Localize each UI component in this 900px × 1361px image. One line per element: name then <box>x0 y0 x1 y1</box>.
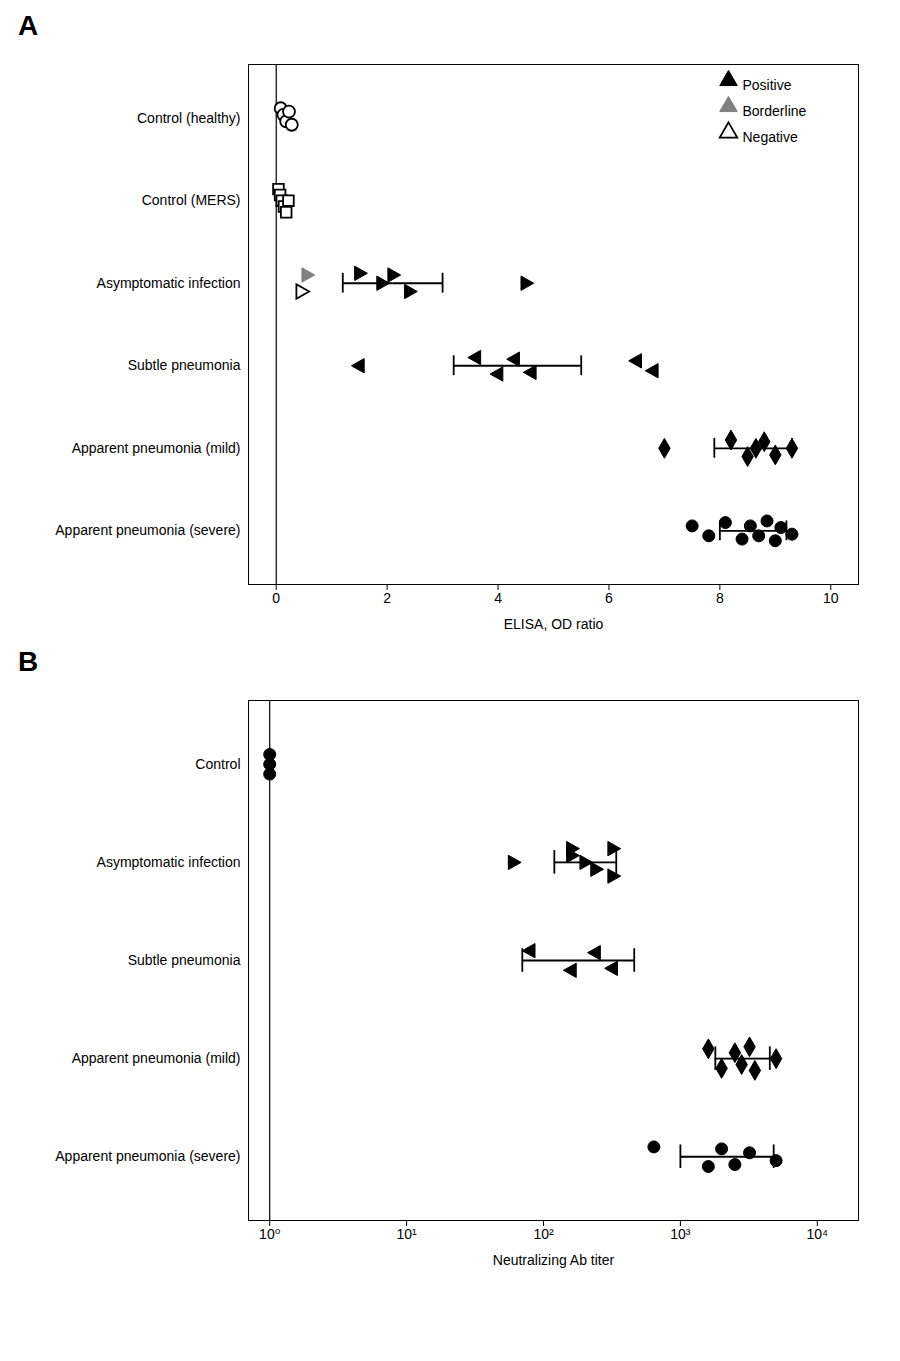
svg-text:Borderline: Borderline <box>743 103 807 119</box>
svg-text:Control (MERS): Control (MERS) <box>142 192 241 208</box>
svg-text:Subtle pneumonia: Subtle pneumonia <box>128 357 241 373</box>
svg-text:10³: 10³ <box>670 1226 691 1242</box>
svg-text:Apparent pneumonia (mild): Apparent pneumonia (mild) <box>72 440 241 456</box>
svg-text:Control (healthy): Control (healthy) <box>137 110 241 126</box>
svg-text:Negative: Negative <box>743 129 798 145</box>
svg-text:Neutralizing Ab titer: Neutralizing Ab titer <box>493 1252 615 1268</box>
svg-text:10: 10 <box>823 590 839 606</box>
svg-text:2: 2 <box>383 590 391 606</box>
svg-text:Apparent pneumonia (mild): Apparent pneumonia (mild) <box>72 1050 241 1066</box>
svg-text:Asymptomatic infection: Asymptomatic infection <box>97 275 241 291</box>
svg-text:Apparent pneumonia (severe): Apparent pneumonia (severe) <box>55 1148 240 1164</box>
svg-text:10⁰: 10⁰ <box>259 1226 281 1242</box>
svg-text:10¹: 10¹ <box>396 1226 417 1242</box>
svg-text:Asymptomatic infection: Asymptomatic infection <box>97 854 241 870</box>
svg-text:4: 4 <box>494 590 502 606</box>
svg-text:8: 8 <box>716 590 724 606</box>
svg-text:ELISA, OD ratio: ELISA, OD ratio <box>504 616 604 632</box>
svg-text:0: 0 <box>272 590 280 606</box>
svg-text:Subtle pneumonia: Subtle pneumonia <box>128 952 241 968</box>
svg-text:10²: 10² <box>533 1226 554 1242</box>
svg-text:Control: Control <box>195 756 240 772</box>
svg-text:Positive: Positive <box>743 77 792 93</box>
svg-text:Apparent pneumonia (severe): Apparent pneumonia (severe) <box>55 522 240 538</box>
html-text:A: A <box>18 10 39 41</box>
html-text:B: B <box>18 646 39 677</box>
svg-text:10⁴: 10⁴ <box>806 1226 828 1242</box>
svg-text:6: 6 <box>605 590 613 606</box>
